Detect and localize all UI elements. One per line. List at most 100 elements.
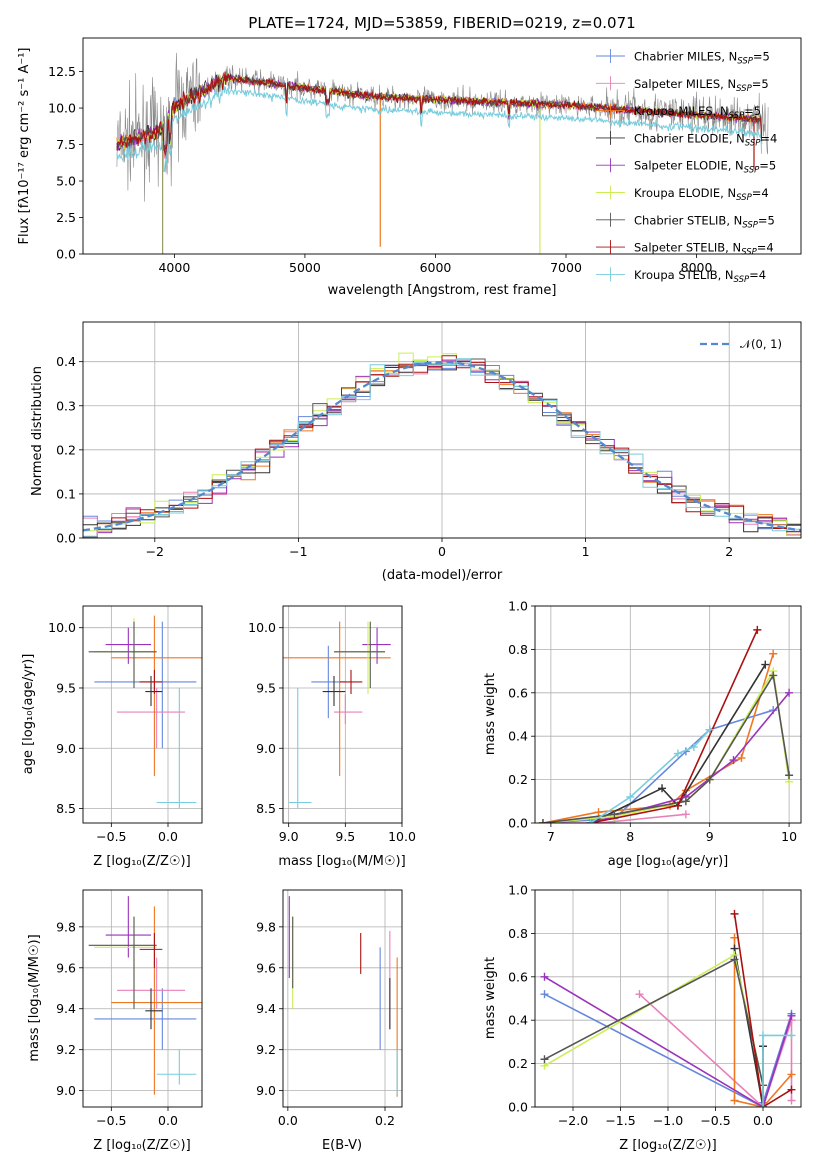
legend-value: =4 [752, 186, 769, 200]
legend-subscript: SSP [741, 248, 757, 258]
x-tick-label: 7000 [550, 260, 582, 275]
x-tick-label: 9.0 [279, 829, 299, 844]
legend-value: =4 [749, 268, 766, 282]
x-tick-label: −0.5 [700, 1113, 730, 1128]
weight-marker [787, 1085, 796, 1094]
x-tick-label: −1 [289, 544, 307, 559]
weight-marker [759, 1103, 767, 1107]
y-tick-label: 10.0 [48, 101, 76, 116]
weight-marker [626, 792, 635, 801]
axes-frame [282, 605, 403, 824]
z-mass-panel: Z [log₁₀(Z/Z☉)] mass [log₁₀(M/M☉)] −0.5 0… [27, 889, 203, 1153]
legend-subscript: SSP [737, 57, 753, 67]
age-weight-xlabel: age [log₁₀(age/yr)] [608, 854, 729, 869]
legend-label: Salpeter STELIB, NSSP=4 [634, 241, 774, 258]
legend-value: =5 [753, 50, 770, 64]
weight-marker [730, 909, 739, 918]
x-tick-label: −0.5 [96, 829, 126, 844]
spectrum-ylabel: Flux [fλ10⁻¹⁷ erg cm⁻² s⁻¹ A⁻¹] [17, 48, 32, 245]
weight-marker [787, 1070, 796, 1079]
y-tick-label: 9.5 [56, 680, 76, 695]
weight-marker [785, 771, 794, 780]
y-tick-label: 10.0 [248, 620, 276, 635]
axes-frame [82, 321, 802, 539]
mass_age-plot-area [283, 621, 391, 809]
mass-age-xlabel: mass [log₁₀(M/M☉)] [278, 854, 405, 869]
axes-frame [534, 605, 802, 824]
weight-marker [681, 810, 690, 819]
weight-marker [673, 749, 682, 758]
y-tick-label: 9.2 [256, 1042, 276, 1057]
y-tick-label: 0.6 [508, 969, 528, 984]
z-mass-ylabel: mass [log₁₀(M/M☉)] [27, 934, 42, 1061]
weight-marker [730, 933, 739, 942]
x-tick-label: −1.0 [653, 1113, 683, 1128]
y-tick-label: 7.5 [56, 137, 76, 152]
legend-value: =5 [758, 213, 775, 227]
legend-subscript: SSP [734, 275, 750, 285]
x-tick-label: −0.5 [96, 1113, 126, 1128]
legend-value: =5 [744, 104, 761, 118]
z_weight-plot-area [540, 909, 796, 1107]
y-tick-label: 0.8 [508, 926, 528, 941]
residual-xlabel: (data-model)/error [382, 568, 503, 583]
legend-label: Chabrier ELODIE, NSSP=4 [634, 131, 777, 148]
axes-frame [82, 889, 203, 1108]
spectrum-title: PLATE=1724, MJD=53859, FIBERID=0219, z=0… [248, 14, 635, 32]
legend-subscript: SSP [745, 138, 761, 148]
legend-subscript: SSP [736, 193, 752, 203]
weight-series-line [590, 664, 766, 823]
weight-marker [769, 671, 778, 680]
model-line [116, 71, 763, 153]
weight-marker [729, 756, 738, 765]
weight-marker [753, 625, 762, 634]
weight-marker [540, 990, 549, 999]
y-tick-label: 0.0 [508, 816, 528, 831]
weight-marker [705, 775, 714, 784]
z-age-ylabel: age [log₁₀(age/yr)] [21, 654, 36, 775]
weight-marker [658, 784, 667, 793]
age-weight-panel: age [log₁₀(age/yr)] mass weight 7 8 9 10 0.0… [483, 599, 802, 869]
legend-label: Salpeter ELODIE, NSSP=5 [634, 159, 776, 176]
z-mass-xlabel: Z [log₁₀(Z/Z☉)] [93, 1138, 190, 1153]
weight-series-line [544, 958, 764, 1086]
y-tick-label: 9.6 [256, 960, 276, 975]
z_age-plot-area [88, 615, 202, 809]
x-tick-label: 0.0 [753, 1113, 773, 1128]
y-tick-label: 0.8 [508, 642, 528, 657]
y-tick-label: 9.2 [56, 1042, 76, 1057]
y-tick-label: 12.5 [48, 64, 76, 79]
x-tick-label: 4000 [158, 260, 190, 275]
legend-label: Kroupa ELODIE, NSSP=4 [634, 186, 769, 203]
x-tick-label: 5000 [289, 260, 321, 275]
legend-subscript: SSP [736, 84, 752, 94]
x-tick-label: −1.5 [605, 1113, 635, 1128]
y-tick-label: 0.1 [56, 486, 76, 501]
weight-marker [673, 801, 682, 810]
ebv_mass-plot-area [288, 896, 398, 1097]
x-tick-label: 8000 [681, 260, 713, 275]
weight-marker [787, 1096, 796, 1105]
y-tick-label: 9.4 [56, 1001, 76, 1016]
residual-histogram [83, 358, 801, 538]
axes-frame [282, 889, 403, 1108]
y-tick-label: 0.4 [508, 729, 528, 744]
legend-value: =4 [757, 241, 774, 255]
y-tick-label: 0.2 [56, 442, 76, 457]
z-weight-ylabel: mass weight [483, 957, 498, 1039]
x-tick-label: 6000 [420, 260, 452, 275]
residual-plot-area [83, 352, 801, 538]
legend-value: =5 [752, 77, 769, 91]
weight-marker [538, 819, 547, 823]
age_weight-plot-area [538, 625, 794, 823]
weight-marker [769, 649, 778, 658]
weight-marker [737, 753, 746, 762]
legend-subscript: SSP [742, 220, 758, 230]
weight-marker [785, 688, 794, 697]
axes-frame [82, 605, 203, 824]
y-tick-label: 10.0 [48, 620, 76, 635]
residual-panel: (data-model)/error Normed distribution 𝒩… [30, 321, 802, 583]
z-age-xlabel: Z [log₁₀(Z/Z☉)] [93, 854, 190, 869]
axes-frame [82, 37, 802, 255]
z-weight-xlabel: Z [log₁₀(Z/Z☉)] [619, 1138, 716, 1153]
